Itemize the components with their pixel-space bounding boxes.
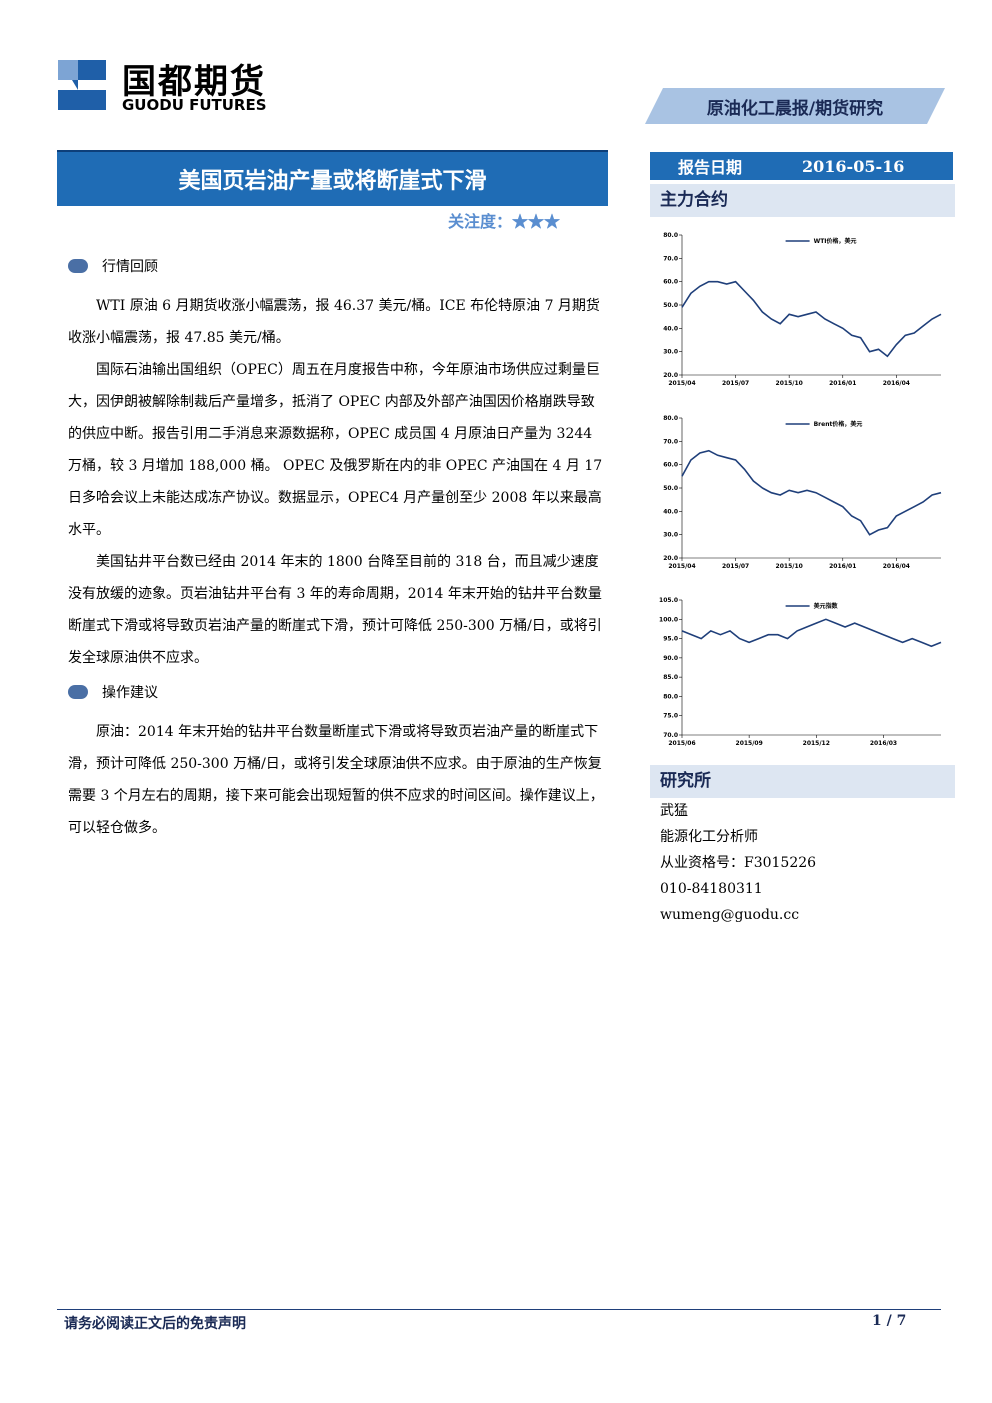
attention-label: 关注度： [448,212,513,231]
chart: 20.0 30.0 40.0 50.0 60.0 70.0 80.0 2015/04 2015/… [663,232,942,387]
x-tick-label: 2016/01 [829,380,856,387]
x-tick-label: 2016/03 [870,740,897,747]
y-tick-label: 50.0 [663,485,678,492]
y-tick-label: 75.0 [663,713,678,720]
y-tick-label: 90.0 [663,655,678,662]
x-tick-label: 2016/04 [883,380,910,387]
x-tick-label: 2015/04 [668,380,695,387]
x-tick-label: 2016/04 [883,563,910,570]
logo-en: GUODU FUTURES [122,96,267,114]
series-line [681,449,942,536]
research-line: 从业资格号：F3015226 [660,855,817,871]
logo-mark [52,56,112,114]
attention: 关注度：★★★ [448,208,560,232]
section-bar: 主力合约 [650,184,955,217]
y-tick-label: 30.0 [663,532,678,539]
icon [68,259,88,273]
date-label: 报告日期 [678,158,743,177]
heading-text: 操作建议 [102,685,158,701]
y-tick-label: 20.0 [663,372,678,379]
y-tick-label: 30.0 [663,349,678,356]
research: 武猛能源化工分析师从业资格号：F3015226 010-84180311 wumen… [660,798,816,928]
paragraph: 原油：2014 年末开始的钻井平台数量断崖式下滑或将导致页岩油产量的断崖式下滑，… [68,724,604,836]
section-bar: 研究所 [650,765,955,798]
x-tick-label: 2015/07 [722,380,749,387]
y-tick-label: 60.0 [663,279,678,286]
y-tick-label: 105.0 [659,597,678,604]
stars: ★★★ [512,212,561,231]
heading-text: 行情回顾 [102,259,158,275]
x-tick-label: 2015/04 [668,563,695,570]
research-line: 能源化工分析师 [660,829,758,845]
section-heading: 行情回顾 [68,256,604,276]
disclaimer: 请务必阅读正文后的免责声明 [64,1316,246,1332]
paragraph: 美国钻井平台数已经由 2014 年末的 1800 台降至目前的 318 台，而且… [68,554,602,666]
legend-label: WTI价格，美元 [814,237,857,245]
rule [57,1309,941,1310]
y-tick-label: 70.0 [663,255,678,262]
y-tick-label: 80.0 [663,693,678,700]
page-number: 1 / 7 [872,1313,907,1329]
y-tick-label: 80.0 [663,232,678,239]
y-tick-label: 80.0 [663,415,678,422]
body: 行情回顾 WTI 原油 6 月期货收涨小幅震荡，报 46.37 美元/桶。ICE … [68,256,604,844]
icon [68,685,88,699]
x-tick-label: 2015/09 [736,740,763,747]
x-tick-label: 2015/10 [776,380,803,387]
y-tick-label: 50.0 [663,302,678,309]
chart: 70.0 75.0 80.0 85.0 90.0 95.0 100.0 105.0 2015/0… [659,597,942,747]
report-type: 原油化工晨报/期货研究 [645,88,945,124]
x-tick-label: 2016/01 [829,563,856,570]
y-tick-label: 70.0 [663,438,678,445]
y-tick-label: 70.0 [663,732,678,739]
x-tick-label: 2015/06 [668,740,695,747]
legend-label: Brent价格，美元 [814,420,863,428]
y-tick-label: 40.0 [663,325,678,332]
research-line: wumeng@guodu.cc [660,907,800,923]
chart: 20.0 30.0 40.0 50.0 60.0 70.0 80.0 2015/04 2015/… [663,415,942,570]
paragraph: WTI 原油 6 月期货收涨小幅震荡，报 46.37 美元/桶。ICE 布伦特原… [68,298,600,346]
paragraph: 国际石油输出国组织（OPEC）周五在月度报告中称，今年原油市场供应过剩量巨大，因… [68,362,603,538]
logo-cn: 国都期货 [122,62,266,102]
x-tick-label: 2015/10 [776,563,803,570]
date-bar: 报告日期 2016-05-16 [650,152,953,180]
date: 2016-05-16 [802,156,905,176]
legend-label: 美元指数 [813,602,839,610]
y-tick-label: 40.0 [663,508,678,515]
y-tick-label: 60.0 [663,462,678,469]
x-tick-label: 2015/12 [803,740,830,747]
x-tick-label: 2015/07 [722,563,749,570]
research-line: 010-84180311 [660,881,763,897]
y-tick-label: 20.0 [663,555,678,562]
y-tick-label: 95.0 [663,636,678,643]
research-line: 武猛 [660,803,688,819]
title: 美国页岩油产量或将断崖式下滑 [57,150,608,206]
series-line [681,618,942,648]
section-heading: 操作建议 [68,682,604,702]
series-line [681,280,942,358]
y-tick-label: 100.0 [659,616,678,623]
y-tick-label: 85.0 [663,674,678,681]
